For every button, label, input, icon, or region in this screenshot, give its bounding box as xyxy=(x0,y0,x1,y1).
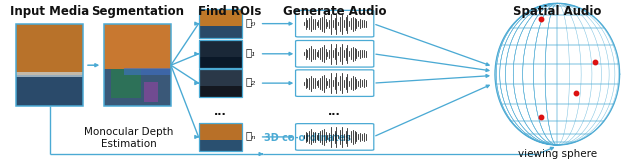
Text: ℜ₂: ℜ₂ xyxy=(246,77,256,86)
FancyBboxPatch shape xyxy=(198,123,242,140)
FancyBboxPatch shape xyxy=(296,70,374,96)
Text: ...: ... xyxy=(328,107,341,118)
Text: viewing sphere: viewing sphere xyxy=(518,149,597,159)
Text: Monocular Depth
Estimation: Monocular Depth Estimation xyxy=(84,127,173,149)
Text: Input Media: Input Media xyxy=(10,5,90,18)
Text: Generate Audio: Generate Audio xyxy=(283,5,387,18)
FancyBboxPatch shape xyxy=(296,124,374,150)
Text: ℜ₀: ℜ₀ xyxy=(246,18,256,27)
Text: ℜ₁: ℜ₁ xyxy=(246,48,256,57)
FancyBboxPatch shape xyxy=(198,39,242,68)
FancyBboxPatch shape xyxy=(296,10,374,37)
FancyBboxPatch shape xyxy=(104,24,171,69)
FancyBboxPatch shape xyxy=(198,9,242,38)
FancyBboxPatch shape xyxy=(124,68,171,75)
FancyBboxPatch shape xyxy=(16,75,83,106)
FancyBboxPatch shape xyxy=(198,40,242,57)
FancyBboxPatch shape xyxy=(144,82,157,102)
FancyBboxPatch shape xyxy=(296,40,374,67)
FancyBboxPatch shape xyxy=(198,69,242,97)
FancyBboxPatch shape xyxy=(198,123,242,151)
FancyBboxPatch shape xyxy=(104,24,171,106)
Text: ℜₙ: ℜₙ xyxy=(246,131,256,140)
FancyBboxPatch shape xyxy=(16,24,83,106)
Text: Find ROIs: Find ROIs xyxy=(198,5,261,18)
Text: Spatial Audio: Spatial Audio xyxy=(513,5,602,18)
Text: 3D co-ordinates: 3D co-ordinates xyxy=(264,133,351,143)
FancyBboxPatch shape xyxy=(198,9,242,27)
Text: ...: ... xyxy=(214,107,227,118)
FancyBboxPatch shape xyxy=(16,24,83,75)
FancyBboxPatch shape xyxy=(16,72,83,77)
FancyBboxPatch shape xyxy=(111,69,141,98)
FancyBboxPatch shape xyxy=(198,69,242,86)
Text: Segmentation: Segmentation xyxy=(91,5,184,18)
